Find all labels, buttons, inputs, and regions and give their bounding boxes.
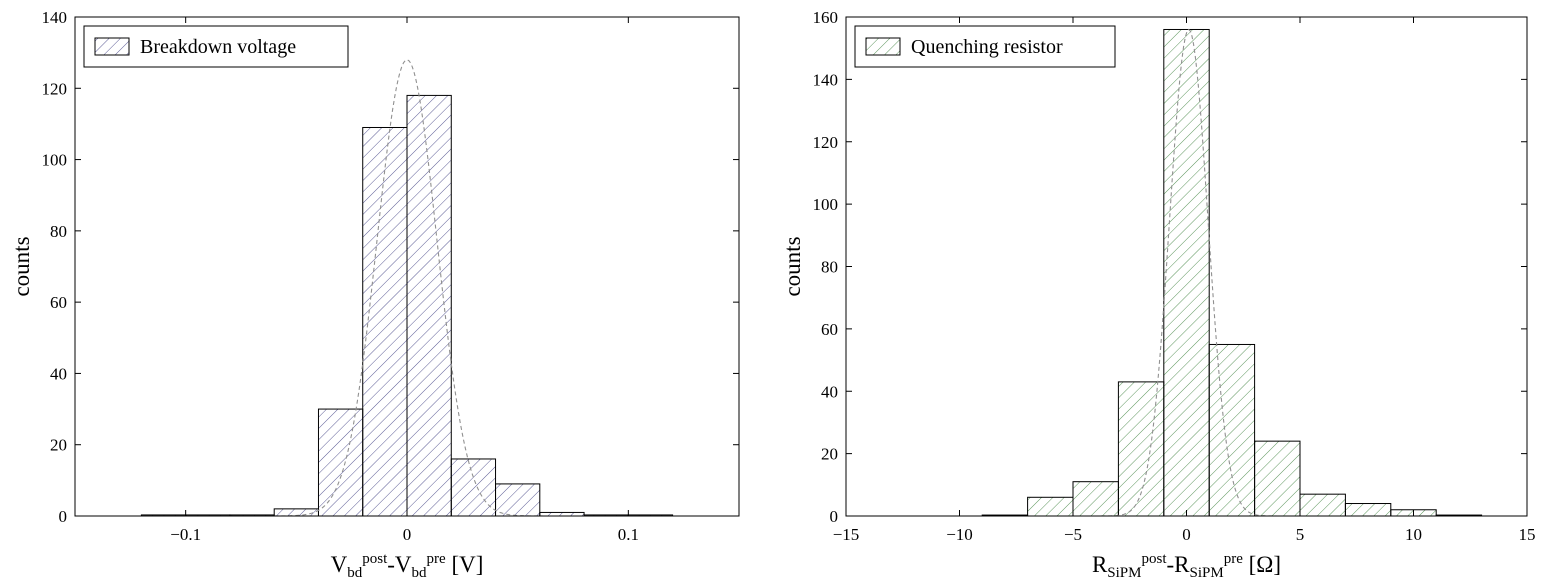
x-axis-title-sup2: pre (427, 551, 446, 567)
x-axis-title-sep: - (1167, 552, 1175, 577)
x-tick-label: 0 (403, 525, 412, 544)
x-axis-title-main2: R (1174, 552, 1190, 577)
histogram-bar (495, 483, 541, 517)
x-tick-label: 15 (1519, 525, 1536, 544)
quenching-resistor-histogram: 0 20 40 60 80 100 120 140 160 −15 −10 −5 0 5 10 15 count… (780, 8, 1536, 581)
y-tick-label: 20 (50, 436, 67, 455)
x-axis-title-sub2: SiPM (1190, 565, 1224, 581)
y-tick-label: 140 (42, 8, 68, 27)
legend-swatch (94, 37, 130, 56)
x-axis-title-sup1: post (362, 551, 388, 567)
legend: Breakdown voltage (83, 25, 349, 68)
histogram-bar (406, 94, 452, 517)
y-axis-title: counts (9, 236, 34, 296)
y-tick-label: 80 (821, 258, 838, 277)
x-tick-label: 10 (1405, 525, 1422, 544)
legend-label: Quenching resistor (911, 36, 1063, 58)
x-axis-title-sep: - (387, 552, 395, 577)
y-tick-label: 140 (813, 70, 839, 89)
x-tick-label: 0 (1182, 525, 1191, 544)
y-tick-label: 60 (821, 320, 838, 339)
histogram-bars (140, 94, 674, 517)
y-tick-label: 160 (813, 8, 839, 27)
x-axis-title-unit: [Ω] (1243, 552, 1281, 577)
x-axis-title-sup1: post (1141, 551, 1167, 567)
histogram-bar (1117, 381, 1165, 517)
x-axis-title-sup2: pre (1224, 551, 1243, 567)
legend-box (83, 25, 349, 68)
x-axis-title-unit: [V] (446, 552, 484, 577)
x-axis-title-sub1: bd (347, 565, 363, 581)
x-axis-title-sub2: bd (412, 565, 428, 581)
y-axis-title: counts (780, 236, 805, 296)
histogram-bar (1299, 493, 1346, 517)
x-axis-title-main2: V (395, 552, 412, 577)
y-tick-label: 80 (50, 222, 67, 241)
x-tick-label: 5 (1296, 525, 1305, 544)
x-axis-title: Vbdpost-Vbdpre [V] (331, 551, 484, 581)
x-tick-label: −15 (833, 525, 860, 544)
y-tick-label: 100 (813, 195, 839, 214)
y-tick-label: 100 (42, 151, 68, 170)
histogram-bars (981, 28, 1483, 517)
histogram-bar (450, 458, 497, 517)
histogram-bar (362, 126, 408, 517)
y-tick-label: 0 (59, 507, 68, 526)
x-tick-label: −5 (1064, 525, 1082, 544)
histogram-bar (1163, 28, 1210, 517)
histogram-bar (1027, 496, 1074, 517)
legend-swatch (865, 37, 901, 56)
x-tick-label: −0.1 (170, 525, 201, 544)
y-tick-label: 40 (50, 364, 67, 383)
y-tick-label: 20 (821, 445, 838, 464)
x-axis-title-sub1: SiPM (1107, 565, 1141, 581)
histogram-bar (273, 508, 319, 517)
legend-label: Breakdown voltage (140, 36, 296, 58)
y-tick-label: 120 (42, 79, 68, 98)
y-tick-label: 0 (830, 507, 839, 526)
x-tick-label: −10 (946, 525, 973, 544)
y-tick-label: 60 (50, 293, 67, 312)
x-axis-title: RSiPMpost-RSiPMpre [Ω] (1092, 551, 1281, 581)
histogram-bar (1208, 343, 1256, 517)
histogram-bar (1344, 503, 1392, 517)
legend: Quenching resistor (854, 25, 1116, 68)
histogram-bar (1254, 440, 1301, 517)
histogram-bar (1072, 481, 1119, 517)
y-tick-label: 120 (813, 133, 839, 152)
x-tick-label: 0.1 (618, 525, 639, 544)
x-axis-title-main1: V (331, 552, 348, 577)
histogram-bar (317, 408, 364, 517)
y-tick-label: 40 (821, 382, 838, 401)
x-axis-title-main1: R (1092, 552, 1108, 577)
